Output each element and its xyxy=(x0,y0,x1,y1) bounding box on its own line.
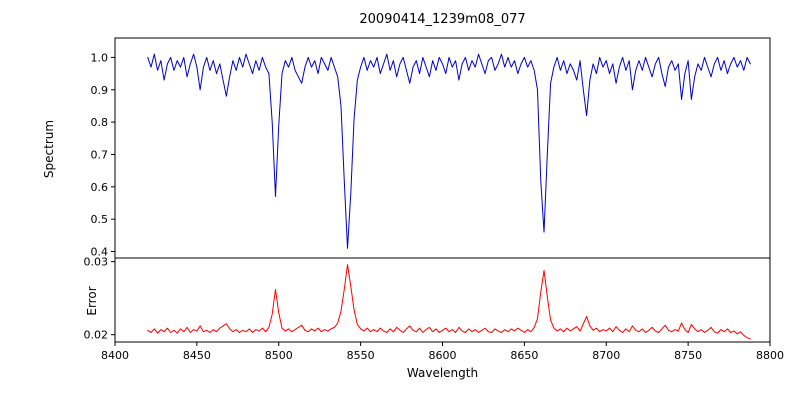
x-tick-label: 8750 xyxy=(674,349,702,362)
spectrum-y-tick-label: 0.7 xyxy=(91,148,109,161)
spectrum-y-tick-label: 0.9 xyxy=(91,84,109,97)
spectrum-y-tick-label: 0.4 xyxy=(91,246,109,259)
error-y-tick-label: 0.02 xyxy=(84,329,109,342)
x-tick-label: 8500 xyxy=(265,349,293,362)
x-tick-label: 8400 xyxy=(101,349,129,362)
spectrum-y-tick-label: 0.5 xyxy=(91,213,109,226)
chart-title: 20090414_1239m08_077 xyxy=(359,12,526,27)
x-tick-label: 8650 xyxy=(510,349,538,362)
spectrum-panel-border xyxy=(114,37,771,259)
x-tick-label: 8550 xyxy=(347,349,375,362)
x-tick-label: 8450 xyxy=(183,349,211,362)
spectrum-y-tick-label: 1.0 xyxy=(91,51,109,64)
x-tick-label: 8800 xyxy=(756,349,784,362)
spectrum-y-tick-label: 0.8 xyxy=(91,116,109,129)
error-y-tick-label: 0.03 xyxy=(84,256,109,269)
x-tick-label: 8600 xyxy=(429,349,457,362)
spectrum-y-tick-label: 0.6 xyxy=(91,181,109,194)
error-line-series xyxy=(147,264,751,340)
x-axis-label: Wavelength xyxy=(406,366,479,380)
x-tick-label: 8700 xyxy=(592,349,620,362)
spectrum-line-series xyxy=(147,53,751,249)
